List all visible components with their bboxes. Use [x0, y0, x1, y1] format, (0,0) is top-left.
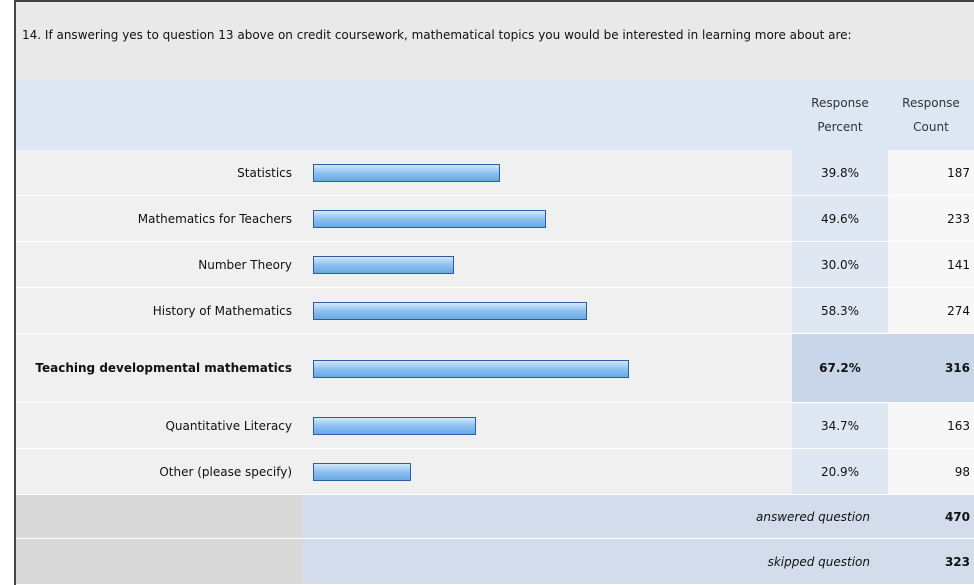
category-label: Quantitative Literacy — [16, 403, 302, 449]
response-percent: 34.7% — [792, 403, 888, 449]
summary-label: answered question — [302, 495, 888, 539]
summary-left — [16, 495, 302, 539]
summary-count: 470 — [888, 495, 974, 539]
summary-label: skipped question — [302, 539, 888, 585]
header-blank — [16, 80, 792, 150]
response-count: 274 — [888, 288, 974, 334]
category-label: Mathematics for Teachers — [16, 196, 302, 242]
summary-left — [16, 539, 302, 585]
response-count: 163 — [888, 403, 974, 449]
response-count: 98 — [888, 449, 974, 495]
frame — [14, 0, 974, 585]
response-count: 187 — [888, 150, 974, 196]
response-percent: 30.0% — [792, 242, 888, 288]
bar — [313, 463, 412, 481]
response-count: 141 — [888, 242, 974, 288]
summary-count: 323 — [888, 539, 974, 585]
response-percent: 67.2% — [792, 334, 888, 403]
category-label: Other (please specify) — [16, 449, 302, 495]
response-count: 233 — [888, 196, 974, 242]
response-percent: 58.3% — [792, 288, 888, 334]
bar — [313, 210, 547, 228]
response-percent: 39.8% — [792, 150, 888, 196]
response-count: 316 — [888, 334, 974, 403]
header-count: Response Count — [888, 80, 974, 150]
category-label: Teaching developmental mathematics — [16, 334, 302, 403]
category-label: History of Mathematics — [16, 288, 302, 334]
category-label: Statistics — [16, 150, 302, 196]
bar — [313, 359, 629, 378]
response-percent: 49.6% — [792, 196, 888, 242]
header-percent: Response Percent — [792, 80, 888, 150]
bar — [313, 164, 501, 182]
category-label: Number Theory — [16, 242, 302, 288]
question-title: 14. If answering yes to question 13 abov… — [16, 2, 974, 80]
bar — [313, 417, 477, 435]
response-percent: 20.9% — [792, 449, 888, 495]
bar — [313, 256, 454, 274]
bar — [313, 302, 587, 320]
